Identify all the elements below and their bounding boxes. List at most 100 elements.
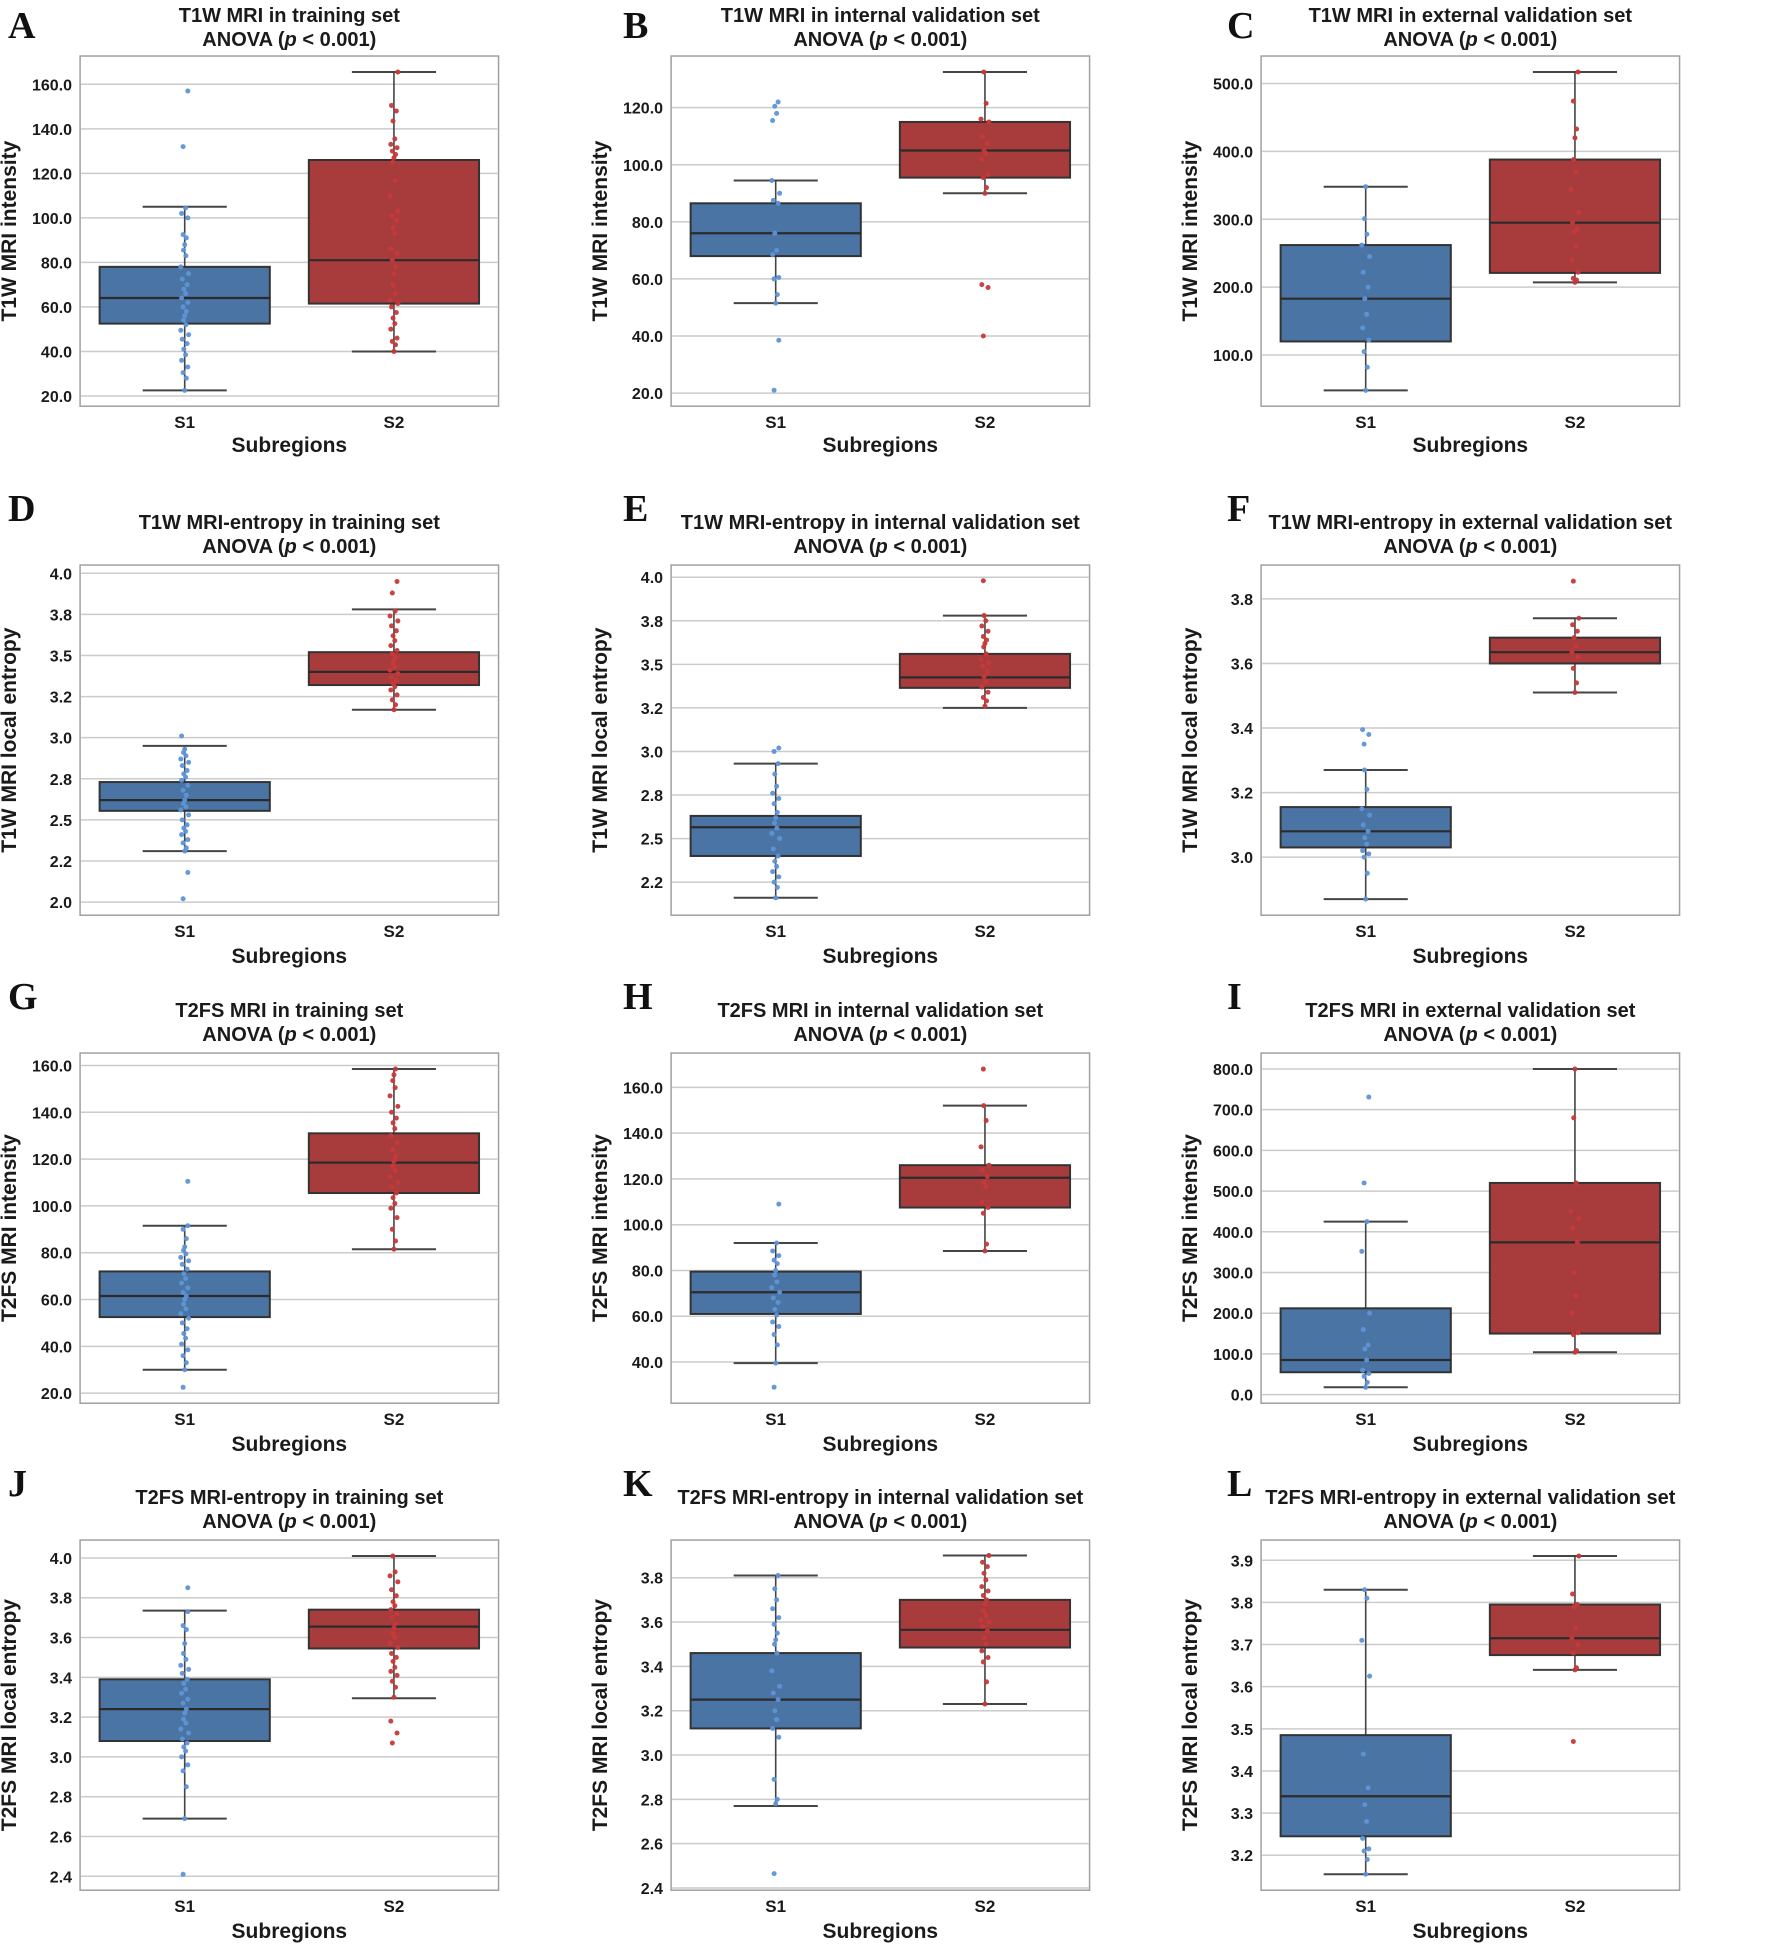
data-point <box>183 1706 189 1712</box>
data-point <box>180 840 186 846</box>
data-point <box>179 1690 185 1696</box>
data-point <box>1571 1650 1577 1656</box>
y-tick-label: 80.0 <box>41 1245 72 1262</box>
data-point <box>179 1261 185 1267</box>
data-point <box>395 301 401 307</box>
y-tick-label: 800.0 <box>1213 1061 1253 1078</box>
data-point <box>770 1294 776 1300</box>
x-category-label: S2 <box>1565 1897 1586 1916</box>
data-point <box>185 1608 191 1614</box>
data-point <box>1575 1641 1581 1647</box>
data-point <box>181 247 187 253</box>
box-series-S1 <box>1279 1587 1453 1877</box>
data-point <box>978 1617 984 1623</box>
data-point <box>389 1109 395 1115</box>
data-point <box>183 291 189 297</box>
data-point <box>179 763 185 769</box>
data-point <box>180 1352 186 1358</box>
y-tick-label: 3.0 <box>640 745 662 762</box>
panel-letter: D <box>8 488 35 530</box>
data-point <box>984 140 990 146</box>
y-tick-label: 2.6 <box>640 1836 662 1853</box>
data-point <box>393 108 399 114</box>
data-point <box>1360 1835 1366 1841</box>
data-point <box>978 1648 985 1654</box>
box-series-S2 <box>307 1553 481 1746</box>
box-series-S2 <box>1489 69 1662 285</box>
data-point <box>186 271 192 277</box>
boxplot-panel-C: 100.0 200.0 300.0 400.0 500.0 C T1W MRI in ext… <box>1181 0 1772 487</box>
outlier-point <box>394 1730 400 1736</box>
y-tick-label: 80.0 <box>632 215 663 232</box>
data-point <box>388 1132 394 1138</box>
y-tick-label: 80.0 <box>632 1263 663 1280</box>
data-point <box>179 1736 185 1742</box>
y-tick-label: 3.0 <box>50 731 72 748</box>
data-point <box>774 1630 780 1636</box>
data-point <box>183 253 189 259</box>
x-category-label: S2 <box>974 1410 995 1429</box>
x-category-label: S1 <box>765 413 786 432</box>
x-category-label: S2 <box>1565 922 1586 941</box>
data-point <box>774 825 780 831</box>
iqr-box <box>898 1598 1071 1649</box>
data-point <box>984 1563 990 1569</box>
boxplot-panel-B: 20.0 40.0 60.0 80.0 100.0 120.0 B T1W MRI in in… <box>591 0 1182 487</box>
box-series-S1 <box>1279 184 1453 393</box>
data-point <box>393 1238 399 1244</box>
box-series-S1 <box>98 88 271 393</box>
data-point <box>981 1570 987 1576</box>
boxplot-svg-B: 20.0 40.0 60.0 80.0 100.0 120.0 B T1W MRI in in… <box>591 5 1090 457</box>
panel-letter: A <box>8 5 36 47</box>
data-point <box>775 1734 781 1740</box>
data-point <box>983 1577 989 1583</box>
data-point <box>980 634 986 640</box>
panel-letter: I <box>1227 976 1242 1018</box>
data-point <box>1359 806 1365 812</box>
data-point <box>389 623 395 629</box>
y-tick-label: 3.4 <box>1231 721 1253 738</box>
boxplot-panel-F: 3.0 3.2 3.4 3.6 3.8 F T1W MRI-entropy in exter… <box>1181 487 1772 974</box>
data-point <box>1572 1065 1578 1071</box>
data-point <box>981 1179 987 1185</box>
data-point <box>1360 1367 1366 1373</box>
data-point <box>389 1650 395 1656</box>
y-tick-label: 2.8 <box>50 1789 72 1806</box>
data-point <box>183 1275 189 1281</box>
iqr-box <box>1279 244 1453 343</box>
data-point <box>390 1077 396 1083</box>
data-point <box>983 651 989 657</box>
x-category-label: S1 <box>765 1410 786 1429</box>
data-point <box>185 299 191 305</box>
data-point <box>178 1726 184 1732</box>
y-tick-label: 60.0 <box>41 1292 72 1309</box>
data-point <box>1363 184 1369 190</box>
y-tick-label: 3.8 <box>50 608 72 625</box>
data-point <box>983 637 989 643</box>
data-point <box>1364 841 1370 847</box>
panel-letter: J <box>8 1463 27 1505</box>
data-point <box>774 1260 780 1266</box>
data-point <box>980 1592 986 1598</box>
data-point <box>984 1628 990 1634</box>
panel-letter: L <box>1227 1463 1252 1505</box>
boxplot-svg-D: 2.0 2.2 2.5 2.8 3.0 3.2 3.5 3.8 4.0 D T1W MRI-entr… <box>0 488 500 968</box>
data-point <box>180 1768 186 1774</box>
data-point <box>391 348 397 354</box>
data-point <box>771 1621 777 1627</box>
boxplot-panel-J: 2.4 2.6 2.8 3.0 3.2 3.4 3.6 3.8 4.0 J T2FS MRI-ent… <box>0 1462 591 1949</box>
data-point <box>1366 851 1372 857</box>
data-point <box>395 1579 401 1585</box>
data-point <box>389 651 395 657</box>
data-point <box>186 1730 192 1736</box>
y-axis-label: T2FS MRI intensity <box>591 1133 612 1321</box>
data-point <box>395 671 401 677</box>
data-point <box>982 190 988 196</box>
outlier-point <box>180 144 186 150</box>
x-axis-label: Subregions <box>822 945 938 968</box>
y-tick-label: 3.8 <box>640 614 662 631</box>
x-category-label: S1 <box>1356 1410 1377 1429</box>
data-point <box>390 1119 396 1125</box>
y-tick-label: 3.0 <box>640 1748 662 1765</box>
data-point <box>183 1235 189 1241</box>
